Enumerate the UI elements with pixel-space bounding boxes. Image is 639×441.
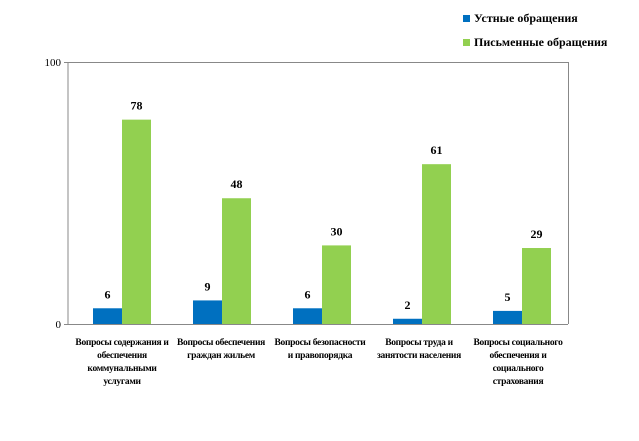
bar-written — [522, 248, 551, 324]
legend-label-written: Письменные обращения — [474, 35, 608, 49]
bar-written — [222, 198, 251, 324]
bar-written — [322, 245, 351, 324]
legend-item-oral: Устные обращения — [463, 11, 578, 26]
data-label: 2 — [405, 298, 411, 312]
data-label: 30 — [331, 224, 343, 238]
category-label: Вопросы содержания и обеспечения коммуна… — [75, 338, 169, 387]
bar-written — [422, 164, 451, 324]
bar-oral — [93, 308, 122, 324]
legend-swatch-oral — [463, 15, 470, 22]
bar-oral — [393, 318, 422, 324]
y-tick-label: 0 — [56, 319, 62, 331]
y-tick-label: 100 — [45, 57, 62, 69]
legend-label-oral: Устные обращения — [474, 11, 578, 25]
bar-oral — [193, 300, 222, 324]
data-label: 6 — [105, 287, 111, 301]
data-label: 29 — [531, 227, 543, 241]
legend-swatch-written — [463, 39, 470, 46]
data-label: 48 — [231, 177, 243, 191]
category-label: Вопросы безопасности и правопорядка — [274, 338, 366, 361]
bar-oral — [493, 310, 522, 324]
bar-oral — [293, 308, 322, 324]
category-label: Вопросы труда и занятости населения — [377, 338, 461, 361]
category-label: Вопросы социального обеспечения и социал… — [473, 338, 563, 387]
data-label: 9 — [205, 279, 211, 293]
data-label: 78 — [131, 99, 143, 113]
data-label: 5 — [505, 290, 511, 304]
bar-written — [122, 119, 151, 324]
data-label: 61 — [431, 143, 443, 157]
category-label: Вопросы обеспечения граждан жильем — [177, 338, 265, 361]
data-label: 6 — [305, 287, 311, 301]
legend-item-written: Письменные обращения — [463, 35, 607, 50]
